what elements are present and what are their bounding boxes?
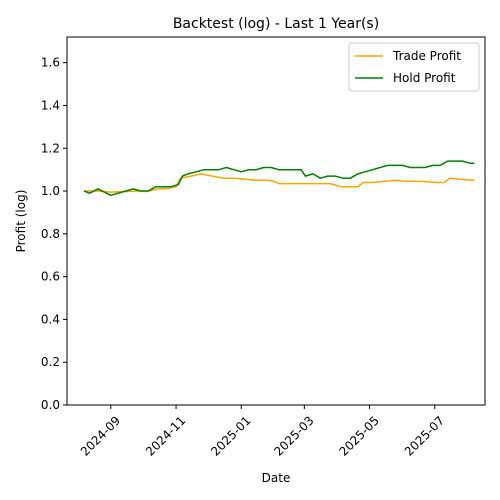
series-line-0 [84,173,475,193]
y-tick-label: 0.0 [41,398,60,412]
y-axis: 0.0 0.2 0.4 0.6 0.8 1.0 1.2 1.4 1.6 [41,56,67,412]
y-tick-label: 1.2 [41,141,60,155]
y-tick-label: 0.4 [41,312,60,326]
series-line-1 [83,160,475,197]
legend-label-trade-profit: Trade Profit [392,49,461,63]
y-tick-label: 0.6 [41,270,60,284]
legend-label-hold-profit: Hold Profit [393,71,456,85]
y-tick-label: 1.4 [41,98,60,112]
legend-box [348,42,480,92]
y-tick-label: 1.6 [41,56,60,70]
chart-title: Backtest (log) - Last 1 Year(s) [173,16,379,32]
y-tick-label: 1.0 [41,184,60,198]
y-tick-label: 0.2 [41,355,60,369]
series-layer [83,160,475,197]
plot-frame [66,36,486,406]
x-axis-label: Date [262,471,291,485]
y-axis-label: Profit (log) [14,190,28,253]
y-tick-label: 0.8 [41,227,60,241]
plot-area [67,37,485,405]
legend: Trade Profit Hold Profit [348,42,480,92]
